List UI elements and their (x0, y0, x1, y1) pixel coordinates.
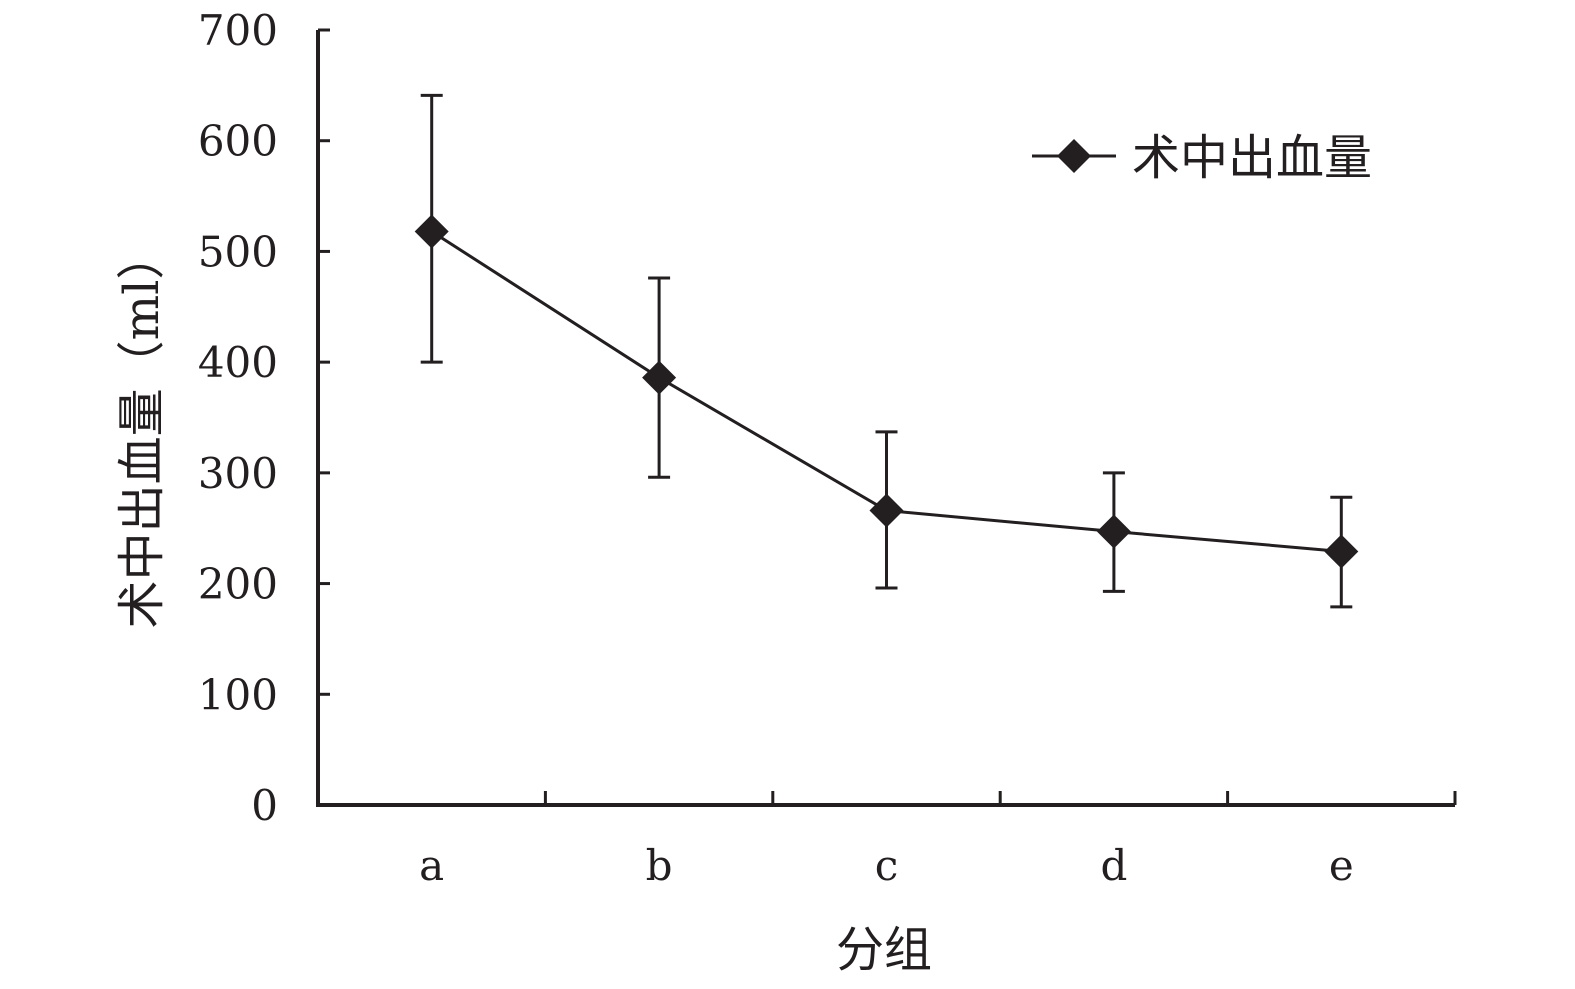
data-point-marker (1096, 514, 1131, 549)
legend-diamond-marker (1057, 139, 1091, 173)
y-tick-label: 700 (198, 6, 278, 55)
x-tick-label: e (1329, 841, 1354, 890)
y-tick-label: 600 (198, 117, 278, 166)
y-tick-label: 300 (198, 449, 278, 498)
x-axis-title: 分组 (836, 922, 932, 978)
y-axis-ticks: 0 100 200 300 400 500 600 700 (198, 6, 330, 830)
legend: 术中出血量 (1032, 130, 1372, 186)
axes (316, 30, 1455, 807)
x-tick-label: a (419, 841, 444, 890)
y-tick-label: 100 (198, 670, 278, 719)
legend-label: 术中出血量 (1132, 130, 1372, 186)
data-point-marker (642, 360, 677, 395)
x-axis-ticks: a b c d e (419, 791, 1457, 890)
y-axis-title: 术中出血量（ml） (114, 232, 170, 629)
data-point-marker (1324, 534, 1359, 569)
y-tick-label: 500 (198, 227, 278, 276)
x-tick-label: d (1100, 841, 1127, 890)
y-tick-label: 400 (198, 338, 278, 387)
y-tick-label: 200 (198, 560, 278, 609)
x-tick-label: b (646, 841, 673, 890)
data-point-marker (414, 214, 449, 249)
data-point-marker (869, 493, 904, 528)
x-tick-label: c (875, 841, 899, 890)
series-markers (414, 214, 1359, 569)
y-tick-label: 0 (251, 781, 278, 830)
